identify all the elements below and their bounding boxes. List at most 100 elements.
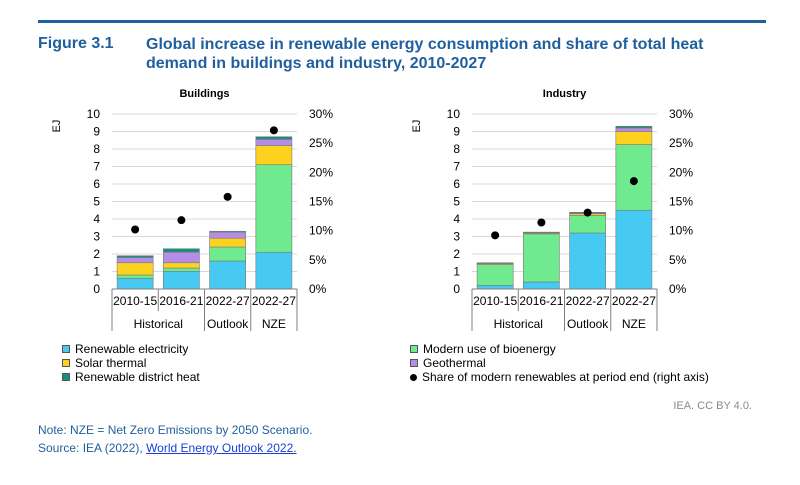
- x-tick-label: 2010-15: [473, 294, 517, 308]
- bar-segment-geothermal: [209, 231, 246, 239]
- y2-tick-label: 5%: [309, 253, 327, 267]
- share-dot: [583, 208, 592, 217]
- bar-segment-district-heat: [615, 125, 653, 129]
- bar-segment-renewable-electricity: [476, 285, 514, 290]
- y-tick-label: 6: [93, 177, 100, 191]
- note-text: Note: NZE = Net Zero Emissions by 2050 S…: [38, 423, 313, 437]
- x-tick-label: 2022-27: [206, 294, 250, 308]
- y-tick-label: 1: [453, 265, 460, 279]
- bar-segment-bioenergy: [163, 267, 200, 272]
- y-tick-label: 10: [447, 107, 461, 121]
- bar-segment-district-heat: [255, 136, 293, 140]
- share-dot: [491, 231, 500, 240]
- legend-swatch: [62, 345, 70, 353]
- y-tick-label: 5: [453, 195, 460, 209]
- share-dot: [629, 177, 638, 186]
- y-tick-label: 2: [93, 247, 100, 261]
- y2-tick-label: 15%: [309, 195, 333, 209]
- group-label: Historical: [134, 317, 183, 331]
- source-link[interactable]: World Energy Outlook 2022.: [146, 441, 297, 455]
- x-tick-label: 2022-27: [252, 294, 296, 308]
- group-label: NZE: [262, 317, 286, 331]
- legend-item-bioenergy: Modern use of bioenergy: [410, 342, 556, 356]
- legend-label: Renewable district heat: [75, 370, 200, 384]
- legend-label: Modern use of bioenergy: [423, 342, 556, 356]
- figure-top-rule: [38, 20, 766, 23]
- legend-label: Solar thermal: [75, 356, 147, 370]
- y2-tick-label: 25%: [669, 136, 693, 150]
- bar-segment-geothermal: [163, 251, 200, 264]
- y-tick-label: 0: [93, 282, 100, 296]
- bar-segment-solar-thermal: [163, 262, 200, 269]
- legend-item-geothermal: Geothermal: [410, 356, 486, 370]
- legend-item-renewable-electricity: Renewable electricity: [62, 342, 188, 356]
- industry-chart-panel: Industry EJ 0 1 2 3 4 5 6 7 8 9 10 0% 5% 10% 15% 20% 25% 30…: [410, 82, 750, 342]
- group-label: NZE: [622, 317, 646, 331]
- bar-segment-bioenergy: [116, 274, 154, 279]
- y-tick-label: 10: [87, 107, 101, 121]
- bar-segment-bioenergy: [523, 233, 560, 283]
- x-tick-label: 2010-15: [113, 294, 157, 308]
- source-text: Source: IEA (2022), World Energy Outlook…: [38, 441, 297, 455]
- legend-item-share: Share of modern renewables at period end…: [410, 370, 709, 384]
- legend-swatch: [62, 373, 70, 381]
- legend-swatch: [410, 345, 418, 353]
- bar-segment-district-heat: [163, 248, 200, 253]
- y-tick-label: 7: [453, 160, 460, 174]
- share-dot: [177, 216, 186, 225]
- y2-tick-label: 5%: [669, 253, 687, 267]
- chart-title: Industry: [543, 88, 587, 100]
- bar-segment-renewable-electricity: [209, 260, 246, 290]
- figure-number: Figure 3.1: [38, 35, 114, 52]
- bar-segment-solar-thermal: [615, 131, 653, 145]
- y-tick-label: 5: [93, 195, 100, 209]
- bar-segment-district-heat: [116, 255, 154, 258]
- legend-label: Share of modern renewables at period end…: [422, 370, 709, 384]
- bar-segment-renewable-electricity: [116, 278, 154, 290]
- legend-label: Renewable electricity: [75, 342, 189, 356]
- y-tick-label: 1: [93, 265, 100, 279]
- bar-segment-solar-thermal: [116, 262, 154, 276]
- legend-item-solar-thermal: Solar thermal: [62, 356, 146, 370]
- bar-segment-bioenergy: [476, 264, 514, 286]
- bar-segment-district-heat: [523, 231, 560, 233]
- group-label: Historical: [494, 317, 543, 331]
- credit-text: IEA. CC BY 4.0.: [673, 400, 752, 412]
- share-dot: [537, 218, 546, 227]
- legend-item-district-heat: Renewable district heat: [62, 370, 200, 384]
- y2-tick-label: 15%: [669, 195, 693, 209]
- y-tick-label: 4: [453, 212, 460, 226]
- group-label: Outlook: [567, 317, 609, 331]
- bar-segment-district-heat: [476, 262, 514, 264]
- bar-segment-solar-thermal: [209, 237, 246, 248]
- y-tick-label: 3: [93, 230, 100, 244]
- y-tick-label: 4: [93, 212, 100, 226]
- bar-segment-bioenergy: [209, 246, 246, 262]
- share-dot: [131, 225, 140, 234]
- bar-segment-renewable-electricity: [255, 251, 293, 290]
- bar-segment-geothermal: [615, 127, 653, 132]
- x-tick-label: 2022-27: [612, 294, 656, 308]
- y-axis-label: EJ: [411, 120, 423, 133]
- bar-segment-geothermal: [116, 257, 154, 264]
- y-tick-label: 9: [453, 125, 460, 139]
- y-tick-label: 0: [453, 282, 460, 296]
- y2-tick-label: 30%: [669, 107, 693, 121]
- x-tick-label: 2016-21: [519, 294, 563, 308]
- bar-segment-renewable-electricity: [163, 271, 200, 290]
- y-tick-label: 6: [453, 177, 460, 191]
- group-label: Outlook: [207, 317, 249, 331]
- y-axis-label: EJ: [51, 120, 63, 133]
- y2-tick-label: 20%: [669, 165, 693, 179]
- source-prefix: Source: IEA (2022),: [38, 441, 147, 455]
- buildings-chart-panel: Buildings EJ 0 1 2 3 4 5 6 7 8 9 10 0% 5% 10% 15% 20% 25% 3…: [50, 82, 380, 342]
- bar-segment-renewable-electricity: [569, 232, 606, 290]
- bar-segment-district-heat: [209, 230, 246, 233]
- bar-segment-renewable-electricity: [615, 209, 653, 290]
- chart-title: Buildings: [179, 88, 229, 100]
- figure-title: Global increase in renewable energy cons…: [146, 36, 704, 72]
- y-tick-label: 8: [453, 142, 460, 156]
- x-tick-label: 2016-21: [159, 294, 203, 308]
- legend-dot-icon: [410, 373, 417, 381]
- share-dot: [223, 192, 232, 201]
